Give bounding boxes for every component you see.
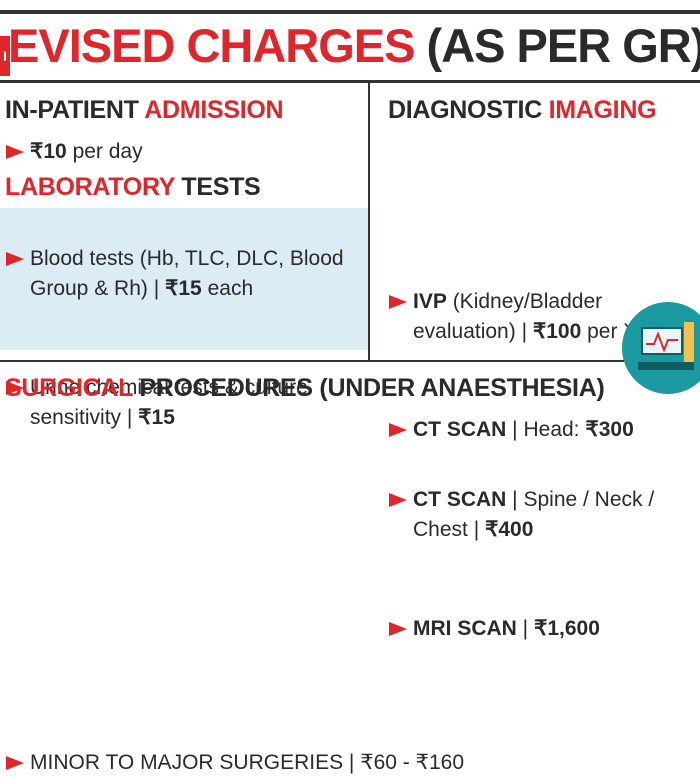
text: MINOR TO MAJOR SURGERIES xyxy=(30,751,344,774)
top-rule xyxy=(0,10,700,14)
heading: SURGICAL PROCEDURES (UNDER ANAESTHESIA) xyxy=(5,374,605,403)
item: CT SCAN | Spine / Neck / Chest | ₹400 xyxy=(387,485,700,545)
item: MRI SCAN | ₹1,600 xyxy=(387,614,673,644)
heading-dark: IN-PATIENT xyxy=(5,96,139,124)
price: ₹15 xyxy=(138,406,175,429)
price: ₹15 xyxy=(165,277,202,300)
heading-red: IMAGING xyxy=(548,96,657,124)
heading: LABORATORY TESTS xyxy=(5,173,261,202)
logo-mark: I xyxy=(0,36,10,76)
label: CT SCAN xyxy=(413,418,507,441)
scan-icon xyxy=(622,302,700,394)
column-rule xyxy=(368,83,370,360)
shade xyxy=(0,208,368,350)
heading-red: SURGICAL xyxy=(5,374,133,402)
item: Blood tests (Hb, TLC, DLC, Blood Group &… xyxy=(4,244,360,304)
heading-dark: PROCEDURES (UNDER ANAESTHESIA) xyxy=(139,374,605,402)
item: MINOR TO MAJOR SURGERIES | ₹60 - ₹160 xyxy=(4,748,630,778)
text: | Head: xyxy=(506,418,586,441)
price: | ₹60 - ₹160 xyxy=(343,751,464,774)
heading-dark: TESTS xyxy=(181,173,261,201)
price: ₹400 xyxy=(484,518,534,541)
item: Urine chemical tests & culture sensitivi… xyxy=(4,373,330,433)
price: ₹100 xyxy=(532,320,582,343)
label: CT SCAN xyxy=(413,488,507,511)
heading: IN-PATIENT ADMISSION xyxy=(5,96,284,125)
price: ₹10 xyxy=(30,140,67,163)
title-red: EVISED CHARGES xyxy=(8,19,415,72)
heading-red: ADMISSION xyxy=(144,96,284,124)
text: Urine chemical tests & culture sensitivi… xyxy=(30,376,308,429)
text: | xyxy=(516,617,534,640)
page: I EVISED CHARGES (AS PER GR) IN-PATIENT … xyxy=(0,10,700,774)
label: MRI SCAN xyxy=(413,617,517,640)
text: Blood tests (Hb, TLC, DLC, Blood Group &… xyxy=(30,247,344,300)
text: each xyxy=(201,277,254,300)
label: IVP xyxy=(413,290,447,313)
text: (Kidney/Bladder evaluation) | xyxy=(413,290,603,343)
rule xyxy=(0,80,700,83)
price: ₹300 xyxy=(585,418,634,441)
text: per day xyxy=(66,140,143,163)
title-dark: (AS PER GR) xyxy=(426,19,700,72)
price: ₹1,600 xyxy=(533,617,600,640)
heading-dark: DIAGNOSTIC xyxy=(388,96,542,124)
rule xyxy=(0,360,700,362)
heading: DIAGNOSTIC IMAGING xyxy=(388,96,657,125)
item: ₹10 per day xyxy=(4,137,370,167)
item: CT SCAN | Head: ₹300 xyxy=(387,415,700,445)
title: EVISED CHARGES (AS PER GR) xyxy=(8,18,700,73)
heading-red: LABORATORY xyxy=(5,173,175,201)
